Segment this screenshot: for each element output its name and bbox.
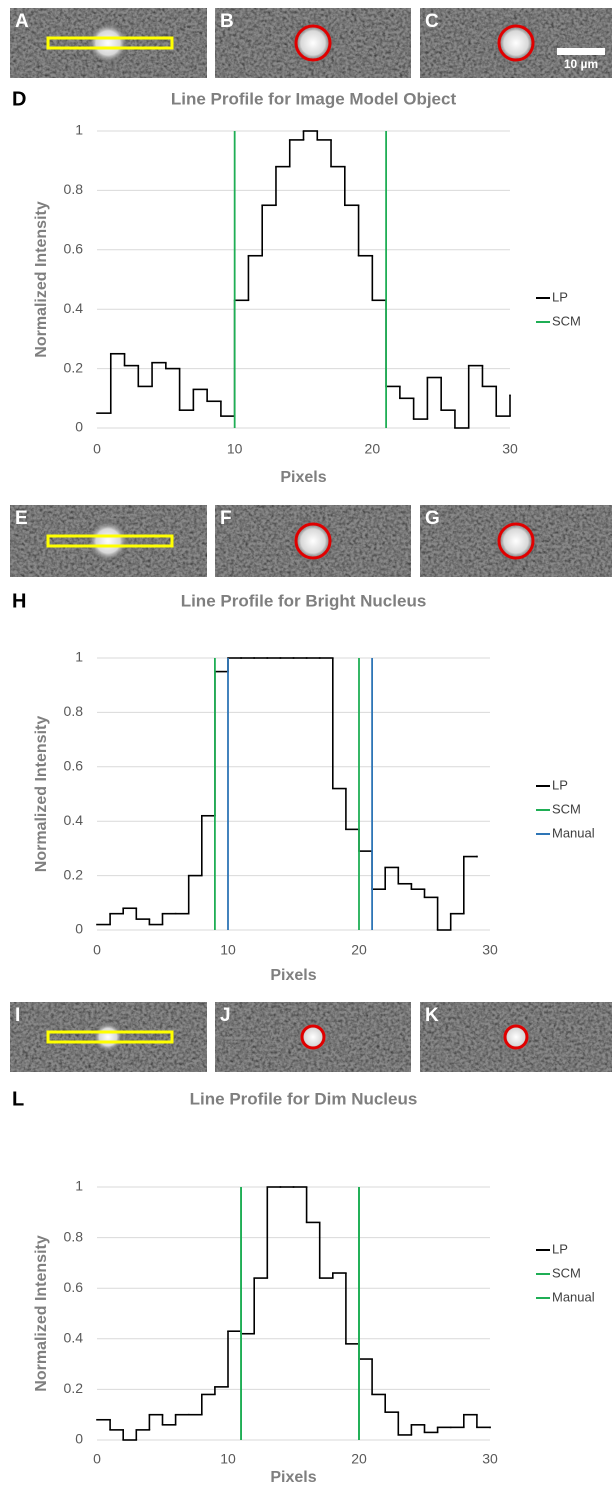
image-label: A [15,11,29,32]
y-tick-label: 0.8 [64,181,84,197]
panel-label: L [12,1088,24,1110]
legend-label: LP [552,777,568,792]
x-tick-label: 30 [502,441,518,457]
legend-label: SCM [552,313,581,328]
nucleus [291,21,335,65]
y-axis-title: Normalized Intensity [33,716,50,873]
y-tick-label: 0.4 [64,812,84,828]
x-tick-label: 10 [220,1451,236,1467]
panel-label: H [12,590,26,612]
x-tick-label: 20 [351,1451,367,1467]
y-axis-title: Normalized Intensity [33,1235,50,1392]
chart-title: Line Profile for Image Model Object [171,89,457,108]
image-label: F [220,508,232,529]
image-label: E [15,508,28,529]
image-label: G [425,508,440,529]
y-tick-label: 1 [75,649,83,665]
image-label: K [425,1005,439,1026]
legend-label: Manual [552,825,595,840]
chart-title: Line Profile for Dim Nucleus [190,1089,418,1108]
legend-label: SCM [552,1265,581,1280]
y-tick-label: 0 [75,1431,83,1447]
x-axis-title: Pixels [270,967,316,984]
x-axis-title: Pixels [280,469,326,486]
nucleus [494,519,538,563]
y-tick-label: 0.2 [64,359,84,375]
image-label: J [220,1005,231,1026]
x-tick-label: 30 [482,942,498,958]
x-tick-label: 30 [482,1451,498,1467]
image-label: I [15,1005,20,1026]
panel-label: D [12,88,26,110]
y-axis-title: Normalized Intensity [33,201,50,358]
y-tick-label: 0 [75,921,83,937]
nucleus [494,21,538,65]
y-tick-label: 0.4 [64,1330,84,1346]
scale-bar-label: 10 µm [564,57,598,71]
y-tick-label: 0.6 [64,241,84,257]
y-tick-label: 0 [75,419,83,435]
legend-label: LP [552,1241,568,1256]
x-tick-label: 20 [351,942,367,958]
image-label: C [425,11,439,32]
legend-label: SCM [552,801,581,816]
scale-bar [557,48,605,55]
x-tick-label: 10 [220,942,236,958]
x-axis-title: Pixels [270,1469,316,1486]
y-tick-label: 1 [75,1178,83,1194]
page: {"chart_data": [ {"type": "line", "step"… [0,0,616,1490]
x-tick-label: 20 [365,441,381,457]
nucleus [86,519,130,563]
image-label: B [220,11,234,32]
nucleus [291,519,335,563]
legend-label: Manual [552,1289,595,1304]
y-tick-label: 0.8 [64,1228,84,1244]
figure: A B C 10 µm D Line Profile for Image Model Ob… [0,0,616,1490]
chart-title: Line Profile for Bright Nucleus [181,591,427,610]
y-tick-label: 1 [75,122,83,138]
x-tick-label: 0 [93,441,101,457]
y-tick-label: 0.4 [64,300,84,316]
legend-label: LP [552,289,568,304]
y-tick-label: 0.2 [64,1380,84,1396]
nucleus [86,21,130,65]
y-tick-label: 0.2 [64,866,84,882]
y-tick-label: 0.8 [64,703,84,719]
nucleus [92,1021,124,1053]
y-tick-label: 0.6 [64,1279,84,1295]
x-tick-label: 0 [93,942,101,958]
x-tick-label: 10 [227,441,243,457]
x-tick-label: 0 [93,1451,101,1467]
y-tick-label: 0.6 [64,758,84,774]
